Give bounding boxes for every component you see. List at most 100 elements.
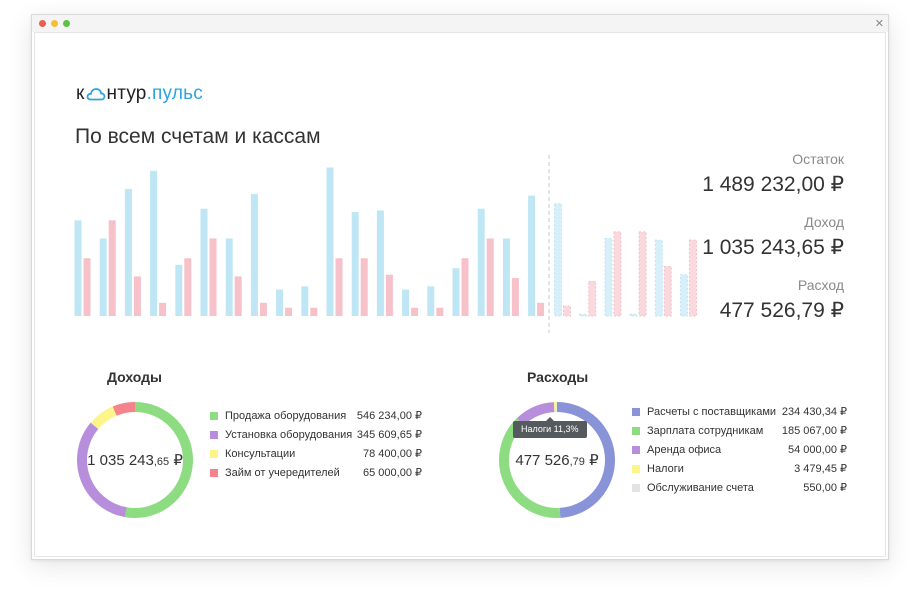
legend-swatch: [632, 484, 640, 492]
expenses-donut-chart[interactable]: [497, 400, 617, 520]
expense-bar[interactable]: [486, 238, 494, 316]
minimize-window-dot[interactable]: [51, 20, 58, 27]
legend-swatch: [210, 431, 218, 439]
expense-bar[interactable]: [511, 278, 519, 316]
legend-item[interactable]: Консультации: [210, 447, 295, 461]
legend-item[interactable]: Расчеты с поставщиками: [632, 405, 776, 419]
expense-bar[interactable]: [436, 307, 444, 316]
logo-text-accent: .пульс: [146, 83, 203, 104]
income-bar[interactable]: [326, 167, 334, 317]
close-icon[interactable]: ✕: [874, 17, 884, 30]
page-title: По всем счетам и кассам: [75, 125, 321, 148]
income-bar[interactable]: [427, 286, 435, 316]
donut-segment[interactable]: [112, 402, 136, 416]
forecast-expense-bar[interactable]: [689, 239, 697, 317]
legend-label: Консультации: [225, 448, 296, 460]
donut-segment[interactable]: [556, 402, 615, 518]
income-label: Доход: [804, 214, 844, 230]
income-bar[interactable]: [502, 238, 510, 316]
expenses-total-currency: ₽: [584, 452, 599, 469]
forecast-expense-bar[interactable]: [588, 280, 597, 317]
income-bar[interactable]: [150, 170, 158, 316]
legend-label: Займ от учередителей: [225, 467, 340, 479]
donut-segment[interactable]: [516, 402, 555, 426]
donut-segment[interactable]: [124, 402, 193, 518]
expenses-total-cents: ,79: [569, 456, 585, 468]
income-bar[interactable]: [528, 195, 536, 316]
income-bar[interactable]: [402, 289, 410, 316]
expense-bar[interactable]: [159, 302, 167, 316]
expenses-section-title: Расходы: [527, 369, 589, 385]
income-bar[interactable]: [351, 212, 359, 316]
maximize-window-dot[interactable]: [63, 20, 70, 27]
legend-item[interactable]: Зарплата сотрудникам: [632, 424, 763, 438]
expense-bar[interactable]: [184, 258, 192, 316]
forecast-expense-bar[interactable]: [613, 231, 622, 317]
legend-swatch: [210, 412, 218, 420]
income-bar[interactable]: [301, 286, 309, 316]
logo-text-start: к: [76, 83, 85, 104]
expense-bar[interactable]: [133, 276, 141, 316]
legend-value: 54 000,00 ₽: [788, 444, 847, 456]
legend-swatch: [632, 446, 640, 454]
legend-value: 3 479,45 ₽: [794, 463, 847, 475]
kontur-pulse-logo[interactable]: к нтур .пульс: [76, 83, 203, 105]
income-bar[interactable]: [200, 208, 208, 316]
income-value: 1 035 243,65 ₽: [702, 236, 844, 259]
expense-bar[interactable]: [234, 276, 242, 316]
expense-label: Расход: [797, 277, 844, 293]
legend-label: Продажа оборудования: [225, 410, 347, 422]
income-bar[interactable]: [225, 238, 233, 316]
income-bar[interactable]: [250, 193, 258, 316]
forecast-income-bar[interactable]: [654, 239, 663, 317]
window-titlebar: ✕: [32, 15, 888, 32]
expense-bar[interactable]: [209, 238, 217, 316]
legend-label: Аренда офиса: [647, 444, 722, 456]
expense-bar[interactable]: [385, 274, 393, 316]
forecast-expense-bar[interactable]: [663, 266, 672, 317]
balance-label: Остаток: [792, 151, 844, 167]
expense-bar[interactable]: [461, 258, 469, 316]
expense-bar[interactable]: [310, 307, 318, 316]
income-bar[interactable]: [175, 264, 183, 316]
expense-bar[interactable]: [360, 258, 368, 316]
income-bar[interactable]: [74, 220, 82, 316]
income-bar[interactable]: [477, 208, 485, 316]
close-window-dot[interactable]: [39, 20, 46, 27]
forecast-expense-bar[interactable]: [638, 231, 647, 317]
income-bar[interactable]: [376, 210, 384, 316]
forecast-income-bar[interactable]: [604, 237, 613, 317]
donut-segment[interactable]: [90, 406, 117, 430]
income-bar[interactable]: [452, 268, 460, 316]
legend-value: 345 609,65 ₽: [356, 429, 422, 441]
legend-item[interactable]: Продажа оборудования: [210, 409, 346, 423]
donut-segment[interactable]: [499, 418, 561, 518]
legend-value: 234 430,34 ₽: [781, 406, 847, 418]
forecast-income-bar[interactable]: [629, 313, 638, 317]
forecast-expense-bar[interactable]: [563, 305, 571, 317]
income-donut-chart[interactable]: [75, 400, 195, 520]
forecast-income-bar[interactable]: [579, 313, 588, 317]
legend-item[interactable]: Аренда офиса: [632, 443, 721, 457]
legend-item[interactable]: Займ от учередителей: [210, 466, 340, 480]
expense-bar[interactable]: [83, 258, 91, 316]
expense-bar[interactable]: [285, 307, 293, 316]
legend-item[interactable]: Обслуживание счета: [632, 481, 754, 495]
legend-swatch: [210, 469, 218, 477]
donut-segment[interactable]: [77, 422, 127, 518]
legend-item[interactable]: Налоги: [632, 462, 684, 476]
expense-bar[interactable]: [108, 220, 116, 316]
income-bar[interactable]: [124, 188, 132, 316]
forecast-income-bar[interactable]: [554, 203, 562, 317]
legend-swatch: [632, 427, 640, 435]
expense-bar[interactable]: [537, 302, 545, 316]
legend-item[interactable]: Установка оборудования: [210, 428, 352, 442]
income-bar[interactable]: [276, 289, 284, 316]
income-bar[interactable]: [99, 238, 107, 316]
expense-bar[interactable]: [411, 307, 419, 316]
forecast-income-bar[interactable]: [680, 274, 688, 317]
legend-label: Установка оборудования: [225, 429, 353, 441]
expense-bar[interactable]: [259, 302, 267, 316]
tax-tooltip: Налоги 11,3%: [513, 417, 587, 438]
expense-bar[interactable]: [335, 258, 343, 316]
